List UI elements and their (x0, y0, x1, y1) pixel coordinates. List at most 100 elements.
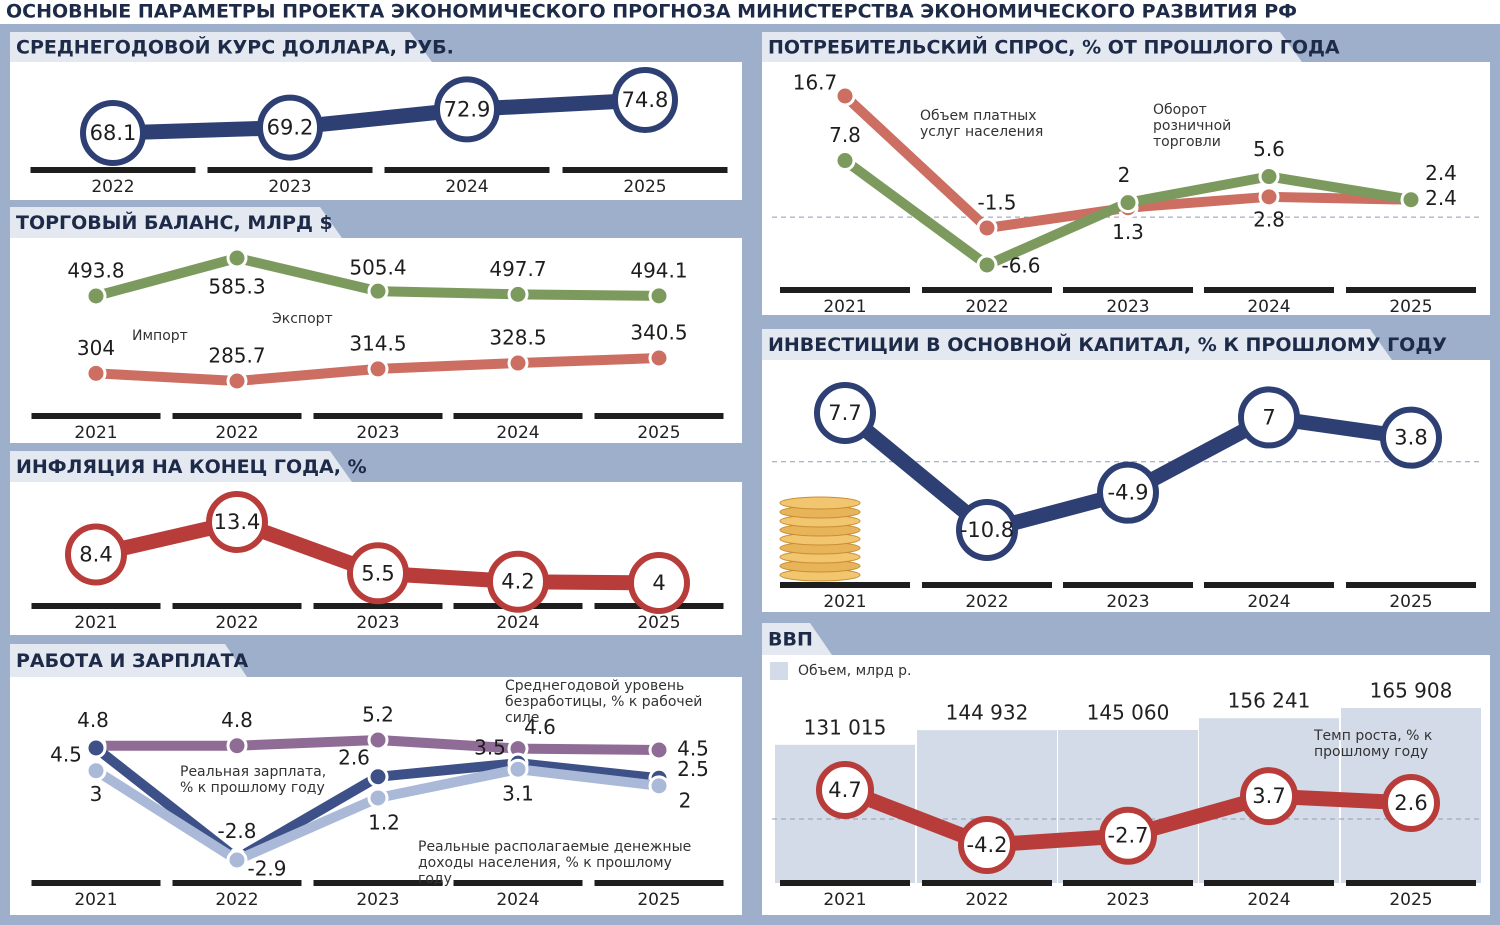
point-marker (257, 94, 323, 161)
point-label: 7.7 (828, 401, 861, 425)
point-label: 2.6 (338, 745, 370, 769)
x-tick-label: 2022 (965, 592, 1008, 612)
point-label: 2 (679, 788, 692, 812)
panel (10, 238, 742, 443)
point-label: 3.8 (1394, 426, 1427, 450)
point-label: 4.6 (524, 715, 556, 739)
point-marker (226, 735, 248, 757)
series-label: Реальные располагаемые денежные доходы н… (418, 839, 692, 887)
point-marker (648, 347, 670, 369)
page-title: ОСНОВНЫЕ ПАРАМЕТРЫ ПРОЕКТА ЭКОНОМИЧЕСКОГ… (6, 1, 1297, 23)
x-tick-label: 2024 (1247, 592, 1290, 612)
point-label: 4.7 (828, 778, 861, 802)
bar-label: 131 015 (804, 715, 887, 739)
panel-title: ИНФЛЯЦИЯ НА КОНЕЦ ГОДА, % (16, 456, 367, 478)
point-label: -10.8 (960, 518, 1014, 542)
bar-label: 165 908 (1370, 679, 1453, 703)
point-marker (834, 85, 856, 107)
x-tick-label: 2023 (356, 613, 399, 633)
x-tick-label: 2025 (1389, 890, 1432, 910)
legend-swatch (770, 662, 788, 680)
panel-title: ИНВЕСТИЦИИ В ОСНОВНОЙ КАПИТАЛ, % К ПРОШЛ… (768, 333, 1447, 356)
point-marker (1380, 406, 1442, 469)
point-label: 4.8 (221, 708, 253, 732)
point-marker (628, 552, 690, 614)
point-marker (814, 382, 876, 444)
point-label: 494.1 (630, 258, 687, 282)
x-tick-label: 2021 (823, 890, 866, 910)
x-tick-label: 2025 (1389, 297, 1432, 317)
point-label: 314.5 (349, 331, 406, 355)
point-marker (976, 254, 998, 276)
point-label: -2.8 (217, 819, 256, 843)
x-tick-label: 2021 (74, 423, 117, 443)
x-tick-label: 2023 (1106, 297, 1149, 317)
point-marker (85, 737, 107, 759)
point-marker (367, 280, 389, 302)
point-marker (1400, 189, 1422, 211)
x-tick-label: 2024 (496, 890, 539, 910)
point-marker (1258, 186, 1280, 208)
point-label: -4.9 (1108, 481, 1149, 505)
point-label: -1.5 (977, 191, 1016, 215)
point-label: 2.4 (1425, 186, 1457, 210)
point-label: 505.4 (349, 256, 406, 280)
point-label: 5.5 (361, 561, 394, 585)
series-label: Объем платных услуг населения (920, 108, 1044, 140)
panel-title: ВВП (768, 629, 813, 651)
series-label: Реальная зарплата, % к прошлому году (180, 764, 327, 796)
point-marker (226, 849, 248, 871)
bar-label: 145 060 (1087, 700, 1170, 724)
panel-tab (10, 451, 352, 482)
point-marker (1099, 806, 1157, 865)
header-band (0, 0, 1500, 24)
point-label: 13.4 (214, 510, 261, 534)
point-label: 5.2 (362, 703, 394, 727)
x-tick-label: 2023 (268, 177, 311, 197)
x-tick-label: 2022 (91, 177, 134, 197)
point-label: 493.8 (67, 259, 124, 283)
panel-tab (762, 623, 832, 655)
panel (762, 62, 1490, 315)
x-tick-label: 2022 (215, 890, 258, 910)
point-label: -4.2 (967, 833, 1008, 857)
bar-label: 144 932 (946, 701, 1029, 725)
point-marker (226, 370, 248, 392)
point-marker (80, 100, 146, 166)
point-marker (648, 285, 670, 307)
panel-tab (762, 32, 1302, 62)
x-tick-label: 2023 (1106, 890, 1149, 910)
x-tick-label: 2023 (1106, 592, 1149, 612)
point-marker (85, 285, 107, 307)
panel-title: ПОТРЕБИТЕЛЬСКИЙ СПРОС, % ОТ ПРОШЛОГО ГОД… (768, 36, 1340, 59)
point-label: 3 (90, 782, 103, 806)
point-label: 328.5 (489, 326, 546, 350)
point-label: 4.5 (677, 737, 709, 761)
x-tick-label: 2022 (215, 613, 258, 633)
point-label: -2.7 (1108, 824, 1149, 848)
series-label: Оборот розничной торговли (1153, 102, 1232, 150)
panel-tab (10, 32, 432, 62)
x-tick-label: 2025 (637, 613, 680, 633)
point-label: 2.4 (1425, 161, 1457, 185)
series-label: Объем, млрд р. (798, 663, 912, 679)
point-marker (1382, 773, 1440, 832)
x-tick-label: 2025 (637, 890, 680, 910)
point-label: 1.2 (368, 810, 400, 834)
panel-title: СРЕДНЕГОДОВОЙ КУРС ДОЛЛАРА, РУБ. (16, 36, 454, 59)
point-label: -6.6 (1001, 254, 1040, 278)
panel-tab (10, 644, 247, 677)
point-marker (85, 362, 107, 384)
decor-coin (779, 496, 861, 510)
point-label: 5.6 (1253, 137, 1285, 161)
point-marker (65, 523, 127, 586)
x-tick-label: 2023 (356, 890, 399, 910)
point-marker (507, 352, 529, 374)
point-marker (434, 76, 500, 143)
point-label: 304 (77, 336, 115, 360)
point-label: 285.7 (208, 344, 265, 368)
x-tick-label: 2023 (356, 423, 399, 443)
x-tick-label: 2021 (823, 592, 866, 612)
